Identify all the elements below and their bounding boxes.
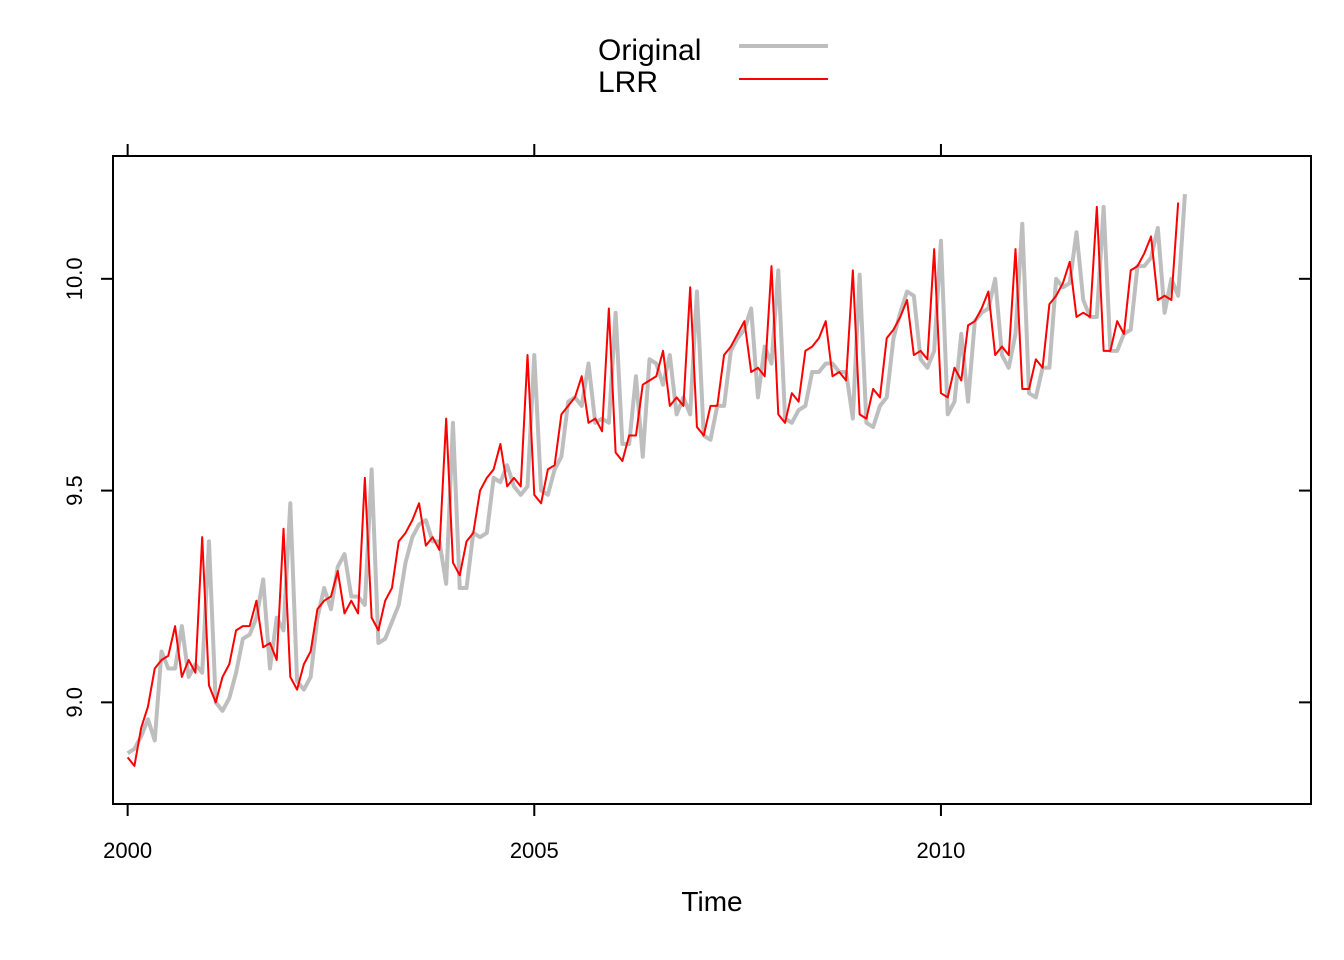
x-axis: 2000 2005 2010 xyxy=(103,804,965,863)
legend-label-original: Original xyxy=(598,34,701,67)
x-tick-label-2000: 2000 xyxy=(103,838,152,863)
legend: Original LRR xyxy=(598,34,828,99)
y-tick-label-9.5: 9.5 xyxy=(62,475,87,506)
plot-frame xyxy=(112,155,1312,805)
legend-label-lrr: LRR xyxy=(598,66,658,99)
x-tick-label-2005: 2005 xyxy=(510,838,559,863)
series-line-lrr xyxy=(126,202,1180,767)
y-axis: 9.0 9.5 10.0 xyxy=(62,257,1311,718)
y-tick-label-9: 9.0 xyxy=(62,687,87,718)
series-line-original xyxy=(126,193,1187,755)
y-tick-label-10: 10.0 xyxy=(62,257,87,300)
x-axis-title: Time xyxy=(681,886,742,917)
x-axis-top xyxy=(126,144,942,156)
series-layer xyxy=(126,193,1187,767)
x-tick-label-2010: 2010 xyxy=(916,838,965,863)
